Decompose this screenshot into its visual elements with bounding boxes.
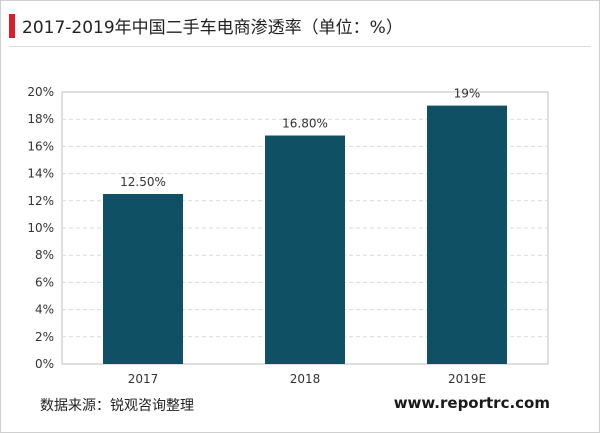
bar-value-label: 19% xyxy=(454,87,481,101)
y-tick-label: 4% xyxy=(35,303,54,317)
x-tick-label: 2019E xyxy=(448,372,486,386)
x-tick-label: 2018 xyxy=(290,372,321,386)
y-tick-label: 2% xyxy=(35,330,54,344)
x-tick-label: 2017 xyxy=(128,372,159,386)
source-note: 数据来源：锐观咨询整理 xyxy=(40,398,194,414)
y-tick-label: 12% xyxy=(27,194,54,208)
y-tick-label: 14% xyxy=(27,167,54,181)
y-tick-label: 16% xyxy=(27,139,54,153)
y-tick-label: 18% xyxy=(27,112,54,126)
bar-value-label: 16.80% xyxy=(282,117,328,131)
bar xyxy=(427,105,507,364)
y-tick-label: 8% xyxy=(35,248,54,262)
y-tick-label: 6% xyxy=(35,275,54,289)
chart-title: 2017-2019年中国二手车电商渗透率（单位：%） xyxy=(22,18,403,38)
y-tick-label: 0% xyxy=(35,357,54,371)
title-accent-bar xyxy=(9,14,15,38)
bar xyxy=(265,135,345,364)
bar-value-label: 12.50% xyxy=(120,175,166,189)
y-tick-label: 20% xyxy=(27,85,54,99)
title-bar: 2017-2019年中国二手车电商渗透率（单位：%） xyxy=(0,0,600,47)
title-divider xyxy=(9,46,591,47)
bar xyxy=(103,194,183,364)
watermark-url: www.reportrc.com xyxy=(393,394,550,412)
y-tick-label: 10% xyxy=(27,221,54,235)
